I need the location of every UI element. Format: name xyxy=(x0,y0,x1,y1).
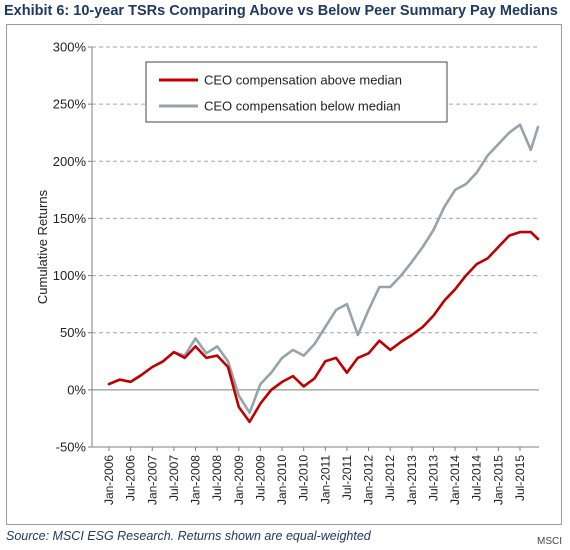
x-tick-label: Jan-2008 xyxy=(189,455,203,505)
line-chart: -50% 0% 50% 100% 150% 200% 250% 300% Jan-2006 Ju… xyxy=(35,40,540,505)
x-tick-label: Jul-2015 xyxy=(513,455,527,501)
source-note: Source: MSCI ESG Research. Returns shown… xyxy=(6,529,371,543)
y-tick-label: 50% xyxy=(60,325,86,340)
x-tick-label: Jan-2013 xyxy=(405,455,419,505)
y-tick-labels: -50% 0% 50% 100% 150% 200% 250% 300% xyxy=(53,40,87,455)
x-tick-labels: Jan-2006 Jul-2006 Jan-2007 Jul-2007 Jan-2008… xyxy=(102,455,527,505)
x-tick-label: Jul-2014 xyxy=(470,455,484,501)
x-tick-label: Jan-2014 xyxy=(448,455,462,505)
y-tick-label: 200% xyxy=(53,154,87,169)
x-tick-label: Jul-2009 xyxy=(253,455,267,501)
x-tick-label: Jul-2011 xyxy=(340,455,354,500)
axes xyxy=(88,46,539,451)
x-tick-label: Jul-2010 xyxy=(297,455,311,501)
x-tick-label: Jan-2010 xyxy=(275,455,289,505)
series-lines xyxy=(107,123,540,424)
legend: CEO compensation above median CEO compens… xyxy=(145,61,448,123)
series-line-above-median xyxy=(107,230,540,424)
x-tick-label: Jan-2007 xyxy=(145,455,159,505)
chart-frame: -50% 0% 50% 100% 150% 200% 250% 300% Jan-2006 Ju… xyxy=(6,24,562,525)
x-tick-label: Jul-2006 xyxy=(124,455,138,501)
x-tick-label: Jan-2012 xyxy=(362,455,376,505)
chart-title: Exhibit 6: 10-year TSRs Comparing Above … xyxy=(4,3,558,19)
y-tick-label: 250% xyxy=(53,97,87,112)
legend-label: CEO compensation above median xyxy=(204,73,402,88)
brand-label: MSCI xyxy=(537,536,562,547)
legend-label: CEO compensation below median xyxy=(204,99,401,114)
y-tick-label: 0% xyxy=(67,382,86,397)
y-tick-label: 100% xyxy=(53,268,87,283)
x-tick-label: Jan-2009 xyxy=(232,455,246,505)
legend-box xyxy=(145,61,448,123)
y-tick-label: 150% xyxy=(53,211,87,226)
x-tick-label: Jul-2012 xyxy=(383,455,397,501)
x-tick-label: Jul-2013 xyxy=(426,455,440,501)
x-tick-label: Jan-2015 xyxy=(491,455,505,505)
y-axis-label: Cumulative Returns xyxy=(35,189,50,304)
series-line-below-median xyxy=(107,123,540,415)
x-tick-label: Jul-2007 xyxy=(167,455,181,501)
x-tick-label: Jul-2008 xyxy=(210,455,224,501)
x-tick-label: Jan-2011 xyxy=(318,455,332,504)
y-tick-label: -50% xyxy=(56,440,87,455)
x-tick-label: Jan-2006 xyxy=(102,455,116,505)
y-tick-label: 300% xyxy=(53,40,87,55)
